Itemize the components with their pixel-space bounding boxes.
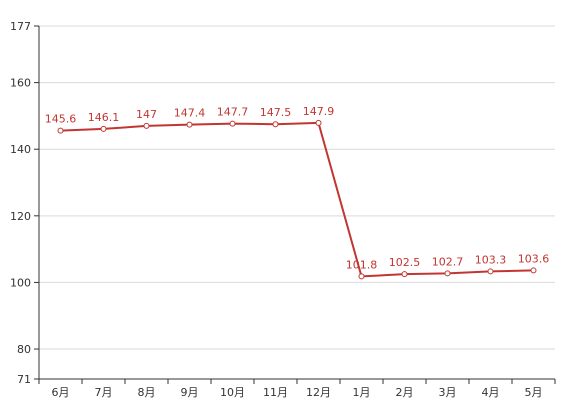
- x-tick-label: 6月: [52, 386, 70, 399]
- x-tick-label: 1月: [353, 386, 371, 399]
- x-tick-label: 10月: [220, 386, 245, 399]
- x-tick-label: 11月: [263, 386, 288, 399]
- data-label: 147.5: [260, 106, 292, 119]
- data-labels: 145.6 146.1 147 147.4 147.7 147.5 147.9 101.8 10…: [45, 105, 550, 272]
- y-tick-label: 177: [10, 20, 31, 33]
- series-line: [60, 121, 534, 278]
- data-label: 147.9: [303, 105, 335, 118]
- series-layer: [57, 119, 537, 280]
- x-tick-label: 5月: [525, 386, 543, 399]
- data-point: [143, 122, 150, 129]
- y-tick-label: 120: [10, 210, 31, 223]
- data-label: 145.6: [45, 113, 77, 126]
- y-tick-label: 160: [10, 77, 31, 90]
- data-label: 147.7: [217, 106, 249, 119]
- x-tick-label: 4月: [482, 386, 500, 399]
- axes: 177 160 140 120 100 80 71 6月 7月 8月 9月 10月 11月 12月 1月 2月…: [10, 20, 556, 399]
- grid-lines: [39, 25, 555, 350]
- y-tick-label: 140: [10, 143, 31, 156]
- data-point: [229, 120, 236, 127]
- data-point: [358, 273, 365, 280]
- data-label: 147: [136, 108, 157, 121]
- x-tick-label: 7月: [95, 386, 113, 399]
- x-tick-label: 9月: [181, 386, 199, 399]
- data-label: 102.7: [432, 255, 464, 268]
- data-point: [272, 121, 279, 128]
- data-label: 147.4: [174, 107, 206, 120]
- x-tick-label: 3月: [439, 386, 457, 399]
- data-label: 103.3: [475, 253, 507, 266]
- x-tick-label: 2月: [396, 386, 414, 399]
- y-tick-label: 80: [17, 343, 31, 356]
- data-label: 102.5: [389, 256, 421, 269]
- x-tick-label: 8月: [138, 386, 156, 399]
- data-point: [530, 267, 537, 274]
- data-point: [315, 119, 322, 126]
- data-point: [100, 125, 107, 132]
- data-point: [487, 268, 494, 275]
- data-point: [57, 127, 64, 134]
- data-label: 146.1: [88, 111, 120, 124]
- data-point: [186, 121, 193, 128]
- data-point: [401, 271, 408, 278]
- data-point: [444, 270, 451, 277]
- data-label: 103.6: [518, 252, 550, 265]
- x-tick-label: 12月: [306, 386, 331, 399]
- y-tick-label: 100: [10, 276, 31, 289]
- data-label: 101.8: [346, 258, 378, 271]
- y-tick-label: 71: [17, 373, 31, 386]
